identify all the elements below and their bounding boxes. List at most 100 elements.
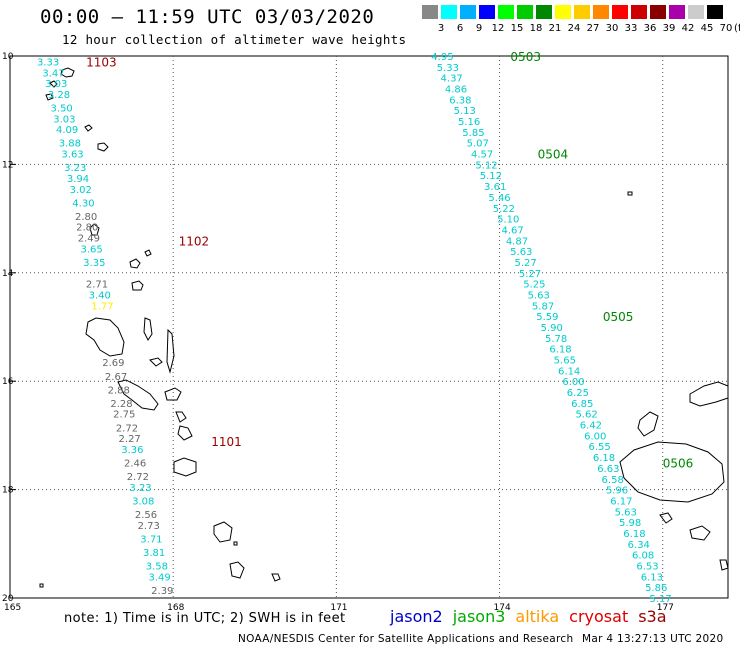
wave-height-value: 4.67 bbox=[501, 225, 523, 236]
wave-height-value: 2.46 bbox=[124, 459, 146, 470]
colorbar-swatch bbox=[593, 5, 609, 19]
wave-height-value: 6.00 bbox=[584, 431, 606, 442]
lat-label: 12 bbox=[2, 160, 13, 170]
wave-height-value: 2.71 bbox=[86, 280, 108, 291]
island-outline bbox=[117, 379, 159, 411]
wave-height-value: 3.58 bbox=[146, 561, 168, 572]
colorbar-swatch bbox=[707, 5, 723, 19]
wave-height-value: 3.47 bbox=[42, 68, 64, 79]
wave-height-value: 6.18 bbox=[593, 453, 615, 464]
wave-height-value: 3.63 bbox=[61, 150, 83, 161]
wave-height-value: 4.30 bbox=[72, 198, 94, 209]
wave-height-value: 6.17 bbox=[610, 496, 632, 507]
island-outline bbox=[719, 559, 729, 571]
island-outline bbox=[689, 525, 711, 541]
island-outline bbox=[637, 411, 659, 437]
wave-height-value: 2.28 bbox=[110, 399, 132, 410]
wave-height-value: 2.80 bbox=[75, 212, 97, 223]
wave-height-value: 5.33 bbox=[437, 63, 459, 74]
wave-height-value: 2.75 bbox=[113, 410, 135, 421]
colorbar-tick: 70 bbox=[719, 23, 733, 34]
pass-label: 0503 bbox=[510, 50, 541, 64]
wave-height-value: 6.55 bbox=[588, 442, 610, 453]
pass-label: 0505 bbox=[603, 310, 634, 324]
footer-timestamp: Mar 4 13:27:13 UTC 2020 bbox=[582, 633, 724, 645]
colorbar-swatch bbox=[422, 5, 438, 19]
note-text: note: 1) Time is in UTC; 2) SWH is in fe… bbox=[64, 611, 346, 626]
island-outline bbox=[271, 573, 281, 582]
island-outline bbox=[131, 280, 144, 291]
page-subtitle: 12 hour collection of altimeter wave hei… bbox=[62, 32, 407, 47]
wave-height-value: 3.03 bbox=[53, 114, 75, 125]
colorbar-tick: 3 bbox=[437, 23, 445, 34]
wave-height-value: 6.08 bbox=[632, 551, 654, 562]
wave-height-value: 5.17 bbox=[649, 594, 671, 605]
wave-height-value: 4.57 bbox=[471, 150, 493, 161]
island-outline bbox=[213, 521, 233, 543]
wave-height-value: 2.88 bbox=[108, 385, 130, 396]
colorbar-tick: 42 bbox=[681, 23, 695, 34]
island-outline bbox=[129, 258, 141, 269]
wave-height-value: 5.63 bbox=[528, 290, 550, 301]
wave-height-value: 5.65 bbox=[554, 356, 576, 367]
wave-height-value: 3.40 bbox=[89, 290, 111, 301]
wave-height-value: 4.86 bbox=[445, 85, 467, 96]
wave-height-value: 4.37 bbox=[441, 74, 463, 85]
wave-height-value: 6.18 bbox=[549, 345, 571, 356]
satellite-legend-cryosat: cryosat bbox=[569, 607, 629, 626]
island-outline bbox=[229, 561, 245, 579]
wave-height-value: 5.59 bbox=[536, 312, 558, 323]
wave-height-value: 2.80 bbox=[76, 223, 98, 234]
wave-height-value: 6.25 bbox=[567, 388, 589, 399]
colorbar-unit: (ft) bbox=[734, 23, 740, 34]
island-outline bbox=[175, 411, 187, 423]
colorbar-tick: 12 bbox=[491, 23, 505, 34]
wave-height-value: 5.22 bbox=[493, 204, 515, 215]
lat-label: 16 bbox=[2, 377, 14, 387]
colorbar-tick: 18 bbox=[529, 23, 543, 34]
colorbar-swatch bbox=[631, 5, 647, 19]
satellite-legend-jason3: jason3 bbox=[452, 607, 506, 626]
colorbar-swatch bbox=[479, 5, 495, 19]
island-outline bbox=[85, 317, 125, 357]
wave-height-value: 5.78 bbox=[545, 334, 567, 345]
pass-label: 0506 bbox=[663, 457, 694, 471]
wave-height-value: 3.88 bbox=[59, 139, 81, 150]
wave-height-value: 5.16 bbox=[458, 117, 480, 128]
colorbar-tick: 27 bbox=[586, 23, 600, 34]
wave-height-value: 2.56 bbox=[135, 510, 157, 521]
wave-height-value: 5.13 bbox=[454, 106, 476, 117]
wave-height-value: 5.98 bbox=[619, 518, 641, 529]
altimeter-track-west: 3.333.473.033.283.503.034.093.883.633.23… bbox=[37, 57, 173, 596]
wave-height-value: 3.49 bbox=[148, 572, 170, 583]
footer-credit: NOAA/NESDIS Center for Satellite Applica… bbox=[238, 633, 574, 645]
island-outline bbox=[619, 441, 725, 503]
wave-height-value: 5.96 bbox=[606, 486, 628, 497]
wave-height-value: 4.87 bbox=[506, 236, 528, 247]
wave-height-value: 1.77 bbox=[91, 301, 113, 312]
island-outline bbox=[60, 67, 75, 78]
pass-label: 1102 bbox=[179, 234, 210, 248]
wave-height-value: 6.63 bbox=[597, 464, 619, 475]
wave-height-value: 2.27 bbox=[119, 434, 141, 445]
page-title: 00:00 – 11:59 UTC 03/03/2020 bbox=[40, 6, 375, 28]
lon-label: 168 bbox=[167, 603, 184, 613]
wave-height-value: 5.90 bbox=[541, 323, 563, 334]
wave-height-value: 4.95 bbox=[431, 52, 453, 63]
altimeter-track-east: 4.955.334.374.866.385.135.165.855.074.57… bbox=[431, 52, 671, 605]
wave-height-value: 3.81 bbox=[143, 548, 165, 559]
wave-height-value: 2.67 bbox=[105, 372, 127, 383]
wave-height-value: 3.33 bbox=[37, 57, 59, 68]
lon-label: 171 bbox=[330, 603, 347, 613]
island-outline bbox=[45, 93, 54, 101]
wave-height-value: 6.42 bbox=[580, 421, 602, 432]
colorbar-tick: 24 bbox=[567, 23, 581, 34]
wave-height-value: 6.53 bbox=[636, 561, 658, 572]
island-outline bbox=[233, 541, 238, 546]
island-outline bbox=[84, 124, 93, 132]
wave-height-value: 2.72 bbox=[127, 472, 149, 483]
island-outline bbox=[177, 425, 193, 441]
island-outline bbox=[39, 583, 44, 588]
wave-height-value: 3.50 bbox=[51, 103, 73, 114]
longitude-labels: 165 168 171 174 177 bbox=[4, 603, 674, 613]
